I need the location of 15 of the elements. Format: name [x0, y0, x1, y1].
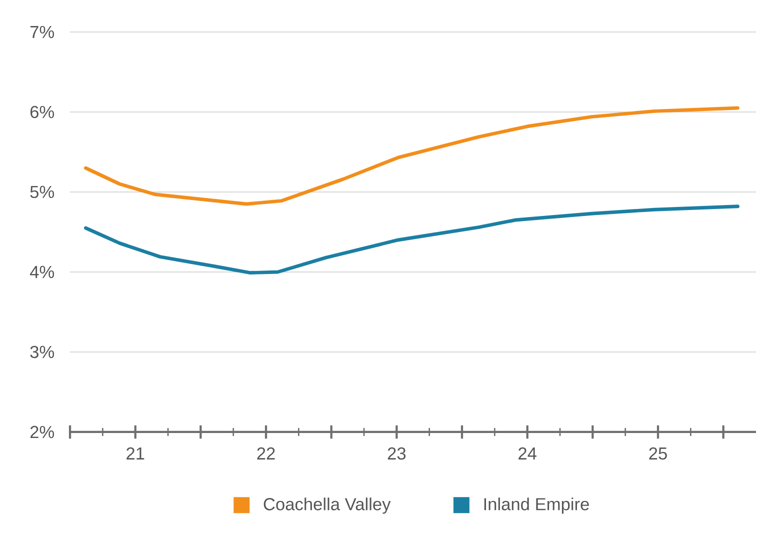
x-tick-label: 21	[126, 447, 144, 460]
y-tick-label: 2%	[30, 426, 54, 438]
y-tick-label: 4%	[30, 266, 54, 278]
legend-label: Inland Empire	[484, 498, 589, 514]
x-tick-label: 22	[257, 447, 275, 460]
y-tick-label: 6%	[30, 106, 54, 118]
y-tick-label: 7%	[30, 26, 54, 38]
y-tick-label: 3%	[30, 346, 54, 358]
x-tick-label: 23	[388, 447, 406, 460]
x-tick-label: 24	[518, 447, 536, 460]
line-series	[84, 204, 740, 275]
line-series	[84, 106, 740, 206]
x-tick-label: 25	[649, 447, 667, 460]
y-tick-label: 5%	[30, 186, 54, 198]
legend-label: Coachella Valley	[264, 498, 391, 514]
